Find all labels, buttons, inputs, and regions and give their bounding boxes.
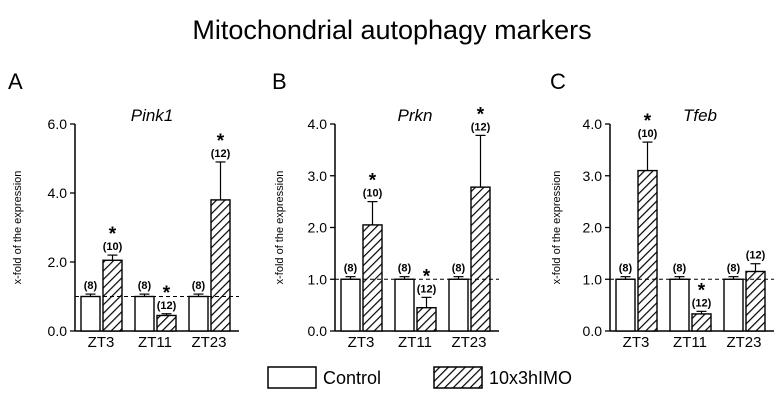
- n-label-control: (8): [84, 280, 98, 292]
- n-label-control: (8): [452, 263, 466, 275]
- bar-treated-ZT3: [637, 169, 658, 332]
- x-tick-label-ZT11: ZT11: [398, 334, 432, 351]
- bar-control-ZT11: [669, 278, 690, 332]
- y-axis-label: x-fold of the expression: [12, 171, 24, 285]
- bar-treated-ZT23: [745, 270, 766, 332]
- x-tick-label-ZT23: ZT23: [451, 334, 486, 351]
- bar-treated-ZT23: [210, 199, 231, 332]
- y-tick-label: 4.0: [308, 116, 328, 132]
- n-label-treated: (12): [746, 250, 766, 262]
- bar-control-ZT3: [340, 278, 361, 332]
- x-tick-label-ZT3: ZT3: [623, 334, 650, 351]
- bar-control-ZT3: [80, 295, 101, 332]
- x-tick-label-ZT23: ZT23: [191, 334, 226, 351]
- significance-star: *: [163, 283, 171, 304]
- legend: Control 10x3hIMO: [267, 366, 572, 389]
- y-tick-label: 0.0: [48, 323, 68, 339]
- n-label-control: (8): [138, 280, 152, 292]
- n-label-control: (8): [673, 263, 687, 275]
- y-axis-label: x-fold of the expression: [551, 171, 563, 285]
- n-label-treated: (12): [692, 297, 712, 309]
- bar-control-ZT11: [134, 295, 155, 332]
- significance-star: *: [369, 171, 377, 192]
- panel-letter: A: [8, 69, 23, 94]
- bar-treated-ZT11: [691, 313, 712, 332]
- y-tick-label: 1.0: [308, 271, 328, 287]
- chart-panel-C: C Tfeb x-fold of the expression 0.0 1.0 2.0 3.…: [550, 69, 774, 351]
- panel-letter: C: [550, 69, 566, 94]
- x-tick-label-ZT23: ZT23: [726, 334, 761, 351]
- legend-label-treated: 10x3hIMO: [489, 368, 572, 388]
- n-label-treated: (10): [638, 128, 658, 140]
- n-label-control: (8): [727, 263, 741, 275]
- significance-star: *: [109, 224, 117, 245]
- bar-control-ZT23: [448, 278, 469, 332]
- legend-swatch-control: [267, 366, 317, 389]
- bar-treated-ZT3: [102, 259, 123, 332]
- significance-star: *: [477, 104, 485, 125]
- n-label-control: (8): [398, 263, 412, 275]
- bar-treated-ZT23: [470, 186, 491, 332]
- bar-treated-ZT11: [156, 314, 177, 332]
- panel-title: Tfeb: [683, 106, 717, 125]
- legend-label-control: Control: [323, 368, 381, 388]
- n-label-control: (8): [344, 263, 358, 275]
- n-label-treated: (10): [363, 188, 383, 200]
- chart-panel-A: A Pink1 x-fold of the expression 0.0 2.0 4.0 6…: [8, 69, 239, 351]
- y-tick-label: 0.0: [583, 323, 603, 339]
- bar-control-ZT23: [723, 278, 744, 332]
- n-label-treated: (12): [471, 121, 491, 133]
- chart-panel-B: B Prkn x-fold of the expression 0.0 1.0 2.0 3.…: [272, 69, 499, 351]
- x-tick-label-ZT3: ZT3: [88, 334, 115, 351]
- panels-group: A Pink1 x-fold of the expression 0.0 2.0 4.0 6…: [8, 69, 774, 351]
- bar-control-ZT11: [394, 278, 415, 332]
- y-axis-label: x-fold of the expression: [274, 171, 286, 285]
- significance-star: *: [644, 111, 652, 132]
- y-tick-label: 2.0: [48, 254, 68, 270]
- n-label-control: (8): [619, 263, 633, 275]
- n-label-treated: (12): [211, 148, 231, 160]
- panel-title: Prkn: [398, 106, 433, 125]
- x-tick-label-ZT3: ZT3: [348, 334, 375, 351]
- significance-star: *: [698, 280, 706, 301]
- panel-letter: B: [272, 69, 287, 94]
- bar-treated-ZT3: [362, 224, 383, 332]
- significance-star: *: [423, 266, 431, 287]
- significance-star: *: [217, 131, 225, 152]
- y-tick-label: 4.0: [583, 116, 603, 132]
- n-label-treated: (12): [417, 283, 437, 295]
- y-tick-label: 6.0: [48, 116, 68, 132]
- y-tick-label: 2.0: [308, 220, 328, 236]
- bar-control-ZT3: [615, 278, 636, 332]
- y-tick-label: 3.0: [583, 168, 603, 184]
- y-tick-label: 0.0: [308, 323, 328, 339]
- n-label-control: (8): [192, 280, 206, 292]
- y-tick-label: 4.0: [48, 185, 68, 201]
- bar-control-ZT23: [188, 295, 209, 332]
- n-label-treated: (10): [103, 241, 123, 253]
- x-tick-label-ZT11: ZT11: [673, 334, 707, 351]
- figure-title: Mitochondrial autophagy markers: [192, 15, 591, 45]
- panel-title: Pink1: [131, 106, 174, 125]
- y-tick-label: 2.0: [583, 220, 603, 236]
- y-tick-label: 1.0: [583, 271, 603, 287]
- n-label-treated: (12): [157, 300, 177, 312]
- legend-swatch-treated: [433, 366, 483, 389]
- bar-treated-ZT11: [416, 307, 437, 332]
- y-tick-label: 3.0: [308, 168, 328, 184]
- x-tick-label-ZT11: ZT11: [138, 334, 172, 351]
